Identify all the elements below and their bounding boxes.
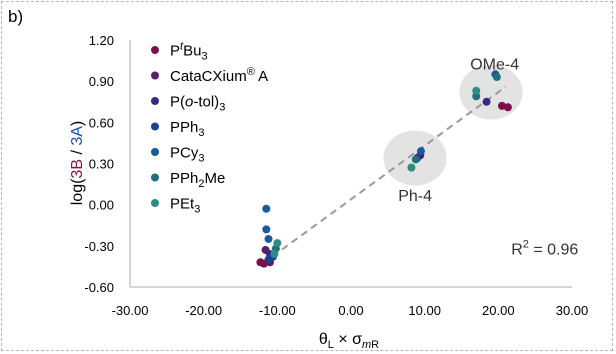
x-tick-labels: -30.00 -20.00 -10.00 0.00 10.00 20.00 30.00 xyxy=(112,303,589,318)
x-tick-label: -20.00 xyxy=(185,303,222,318)
legend-marker xyxy=(151,173,159,182)
x-axis-label: θL × σmR xyxy=(319,331,379,351)
data-point xyxy=(472,92,481,101)
legend-marker xyxy=(151,122,159,131)
highlight-label: OMe-4 xyxy=(470,56,519,73)
y-tick-label: 1.20 xyxy=(89,33,114,48)
x-tick-label: -10.00 xyxy=(259,303,296,318)
legend-marker xyxy=(151,199,159,207)
highlight-label: Ph-4 xyxy=(398,188,432,205)
y-tick-label: 0.90 xyxy=(89,74,114,89)
data-point xyxy=(407,163,416,172)
y-tick-label: -0.60 xyxy=(84,280,114,295)
legend: PtBu3 CataCXium® A P(o-tol)3 PPh3 PCy3 PPh2Me… xyxy=(151,41,268,216)
trendline-layer xyxy=(262,85,507,265)
legend-entry: PtBu3 xyxy=(170,41,208,63)
data-point xyxy=(472,86,481,95)
y-axis-label: log(3B / 3A) xyxy=(69,121,86,206)
legend-marker xyxy=(151,148,159,156)
data-point xyxy=(273,239,282,248)
data-point xyxy=(411,155,420,164)
legend-entry: PPh3 xyxy=(170,119,204,139)
y-tick-label: 0.60 xyxy=(89,115,114,130)
x-tick-label: -30.00 xyxy=(112,303,149,318)
data-point xyxy=(262,204,271,213)
panel-label: b) xyxy=(8,7,24,26)
highlight-regions xyxy=(383,64,523,186)
legend-entry: PEt3 xyxy=(170,196,200,216)
data-point xyxy=(264,255,273,264)
legend-marker xyxy=(151,97,159,105)
x-tick-label: 10.00 xyxy=(408,303,441,318)
legend-entry: CataCXium® A xyxy=(170,66,268,85)
y-tick-label: -0.30 xyxy=(84,239,114,254)
legend-entry: P(o-tol)3 xyxy=(170,94,225,114)
legend-entry: PPh2Me xyxy=(170,170,225,190)
trendline xyxy=(262,85,507,265)
legend-entry: PCy3 xyxy=(170,145,204,165)
data-point xyxy=(492,73,501,82)
axes xyxy=(129,40,572,288)
r-squared-label: R2 = 0.96 xyxy=(511,239,578,259)
data-points xyxy=(256,70,512,268)
legend-marker xyxy=(151,46,159,54)
data-point xyxy=(270,250,279,259)
y-tick-labels: -0.60 -0.30 0.00 0.30 0.60 0.90 1.20 xyxy=(84,33,114,295)
data-point xyxy=(264,234,273,243)
x-tick-label: 20.00 xyxy=(482,303,515,318)
data-point xyxy=(482,97,491,106)
data-point xyxy=(503,103,512,112)
legend-marker xyxy=(151,71,159,80)
data-point xyxy=(262,225,271,234)
y-tick-label: 0.30 xyxy=(89,157,114,172)
x-tick-label: 0.00 xyxy=(338,303,363,318)
y-tick-label: 0.00 xyxy=(89,198,114,213)
data-point xyxy=(416,147,425,156)
annotations: OMe-4 Ph-4 R2 = 0.96 xyxy=(398,56,578,258)
x-tick-label: 30.00 xyxy=(556,303,589,318)
